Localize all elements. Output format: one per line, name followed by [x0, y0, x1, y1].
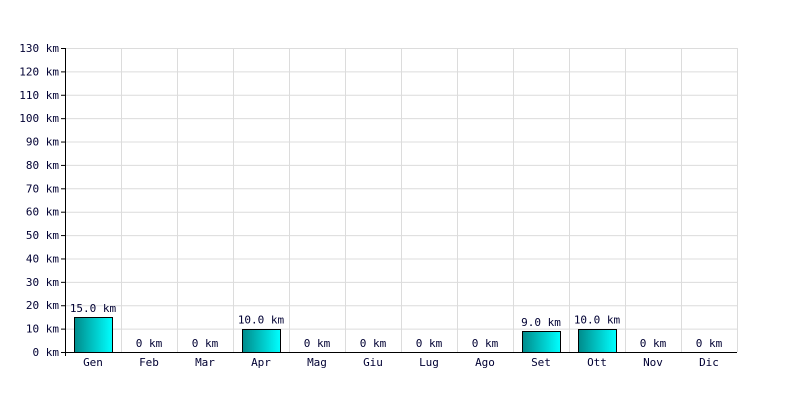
- data-labels: 15.0 km 0 km 0 km 10.0 km 0 km 0 km 0 km 0 km 9.…: [70, 302, 723, 350]
- x-tick-label-lug: Lug: [419, 356, 439, 369]
- x-tick-label-giu: Giu: [363, 356, 383, 369]
- x-tick-label-feb: Feb: [139, 356, 159, 369]
- bar-set: [522, 331, 561, 353]
- y-tick-label: 20 km: [26, 299, 59, 312]
- y-tick-label: 70 km: [26, 182, 59, 195]
- data-label-nov: 0 km: [640, 337, 667, 350]
- x-tick-label-ott: Ott: [587, 356, 607, 369]
- bar-apr: [242, 329, 281, 353]
- y-tick-label: 130 km: [19, 42, 59, 55]
- y-tick-label: 10 km: [26, 323, 59, 336]
- data-label-feb: 0 km: [136, 337, 163, 350]
- y-tick-label: 30 km: [26, 276, 59, 289]
- y-tick-label: 90 km: [26, 136, 59, 149]
- y-tick-label: 50 km: [26, 229, 59, 242]
- y-tick-label: 40 km: [26, 252, 59, 265]
- bar-gen: [74, 317, 113, 353]
- bar-ott: [578, 329, 617, 353]
- data-label-giu: 0 km: [360, 337, 387, 350]
- data-label-set: 9.0 km: [521, 316, 561, 329]
- data-label-ott: 10.0 km: [574, 314, 621, 327]
- data-label-dic: 0 km: [696, 337, 723, 350]
- y-tick-label: 120 km: [19, 65, 59, 78]
- y-tick-label: 0 km: [33, 346, 60, 359]
- data-label-gen: 15.0 km: [70, 302, 117, 315]
- y-tick-label: 60 km: [26, 206, 59, 219]
- y-tick-label: 80 km: [26, 159, 59, 172]
- x-tick-label-dic: Dic: [699, 356, 719, 369]
- x-tick-label-mag: Mag: [307, 356, 327, 369]
- x-tick-label-mar: Mar: [195, 356, 215, 369]
- y-tick-label: 100 km: [19, 112, 59, 125]
- x-tick-label-ago: Ago: [475, 356, 495, 369]
- x-tick-label-nov: Nov: [643, 356, 663, 369]
- data-label-mag: 0 km: [304, 337, 331, 350]
- bars: [74, 317, 617, 353]
- x-tick-label-set: Set: [531, 356, 551, 369]
- x-tick-label-gen: Gen: [83, 356, 103, 369]
- y-tick-labels: 0 km 10 km 20 km 30 km 40 km 50 km 60 km 70 km 8…: [19, 42, 59, 359]
- y-tick-label: 110 km: [19, 89, 59, 102]
- data-label-mar: 0 km: [192, 337, 219, 350]
- data-label-apr: 10.0 km: [238, 314, 285, 327]
- grid: [65, 48, 738, 352]
- data-label-ago: 0 km: [472, 337, 499, 350]
- x-tick-label-apr: Apr: [251, 356, 271, 369]
- axes: [61, 48, 737, 356]
- x-tick-labels: Gen Feb Mar Apr Mag Giu Lug Ago Set Ott Nov Dic: [83, 356, 719, 369]
- data-label-lug: 0 km: [416, 337, 443, 350]
